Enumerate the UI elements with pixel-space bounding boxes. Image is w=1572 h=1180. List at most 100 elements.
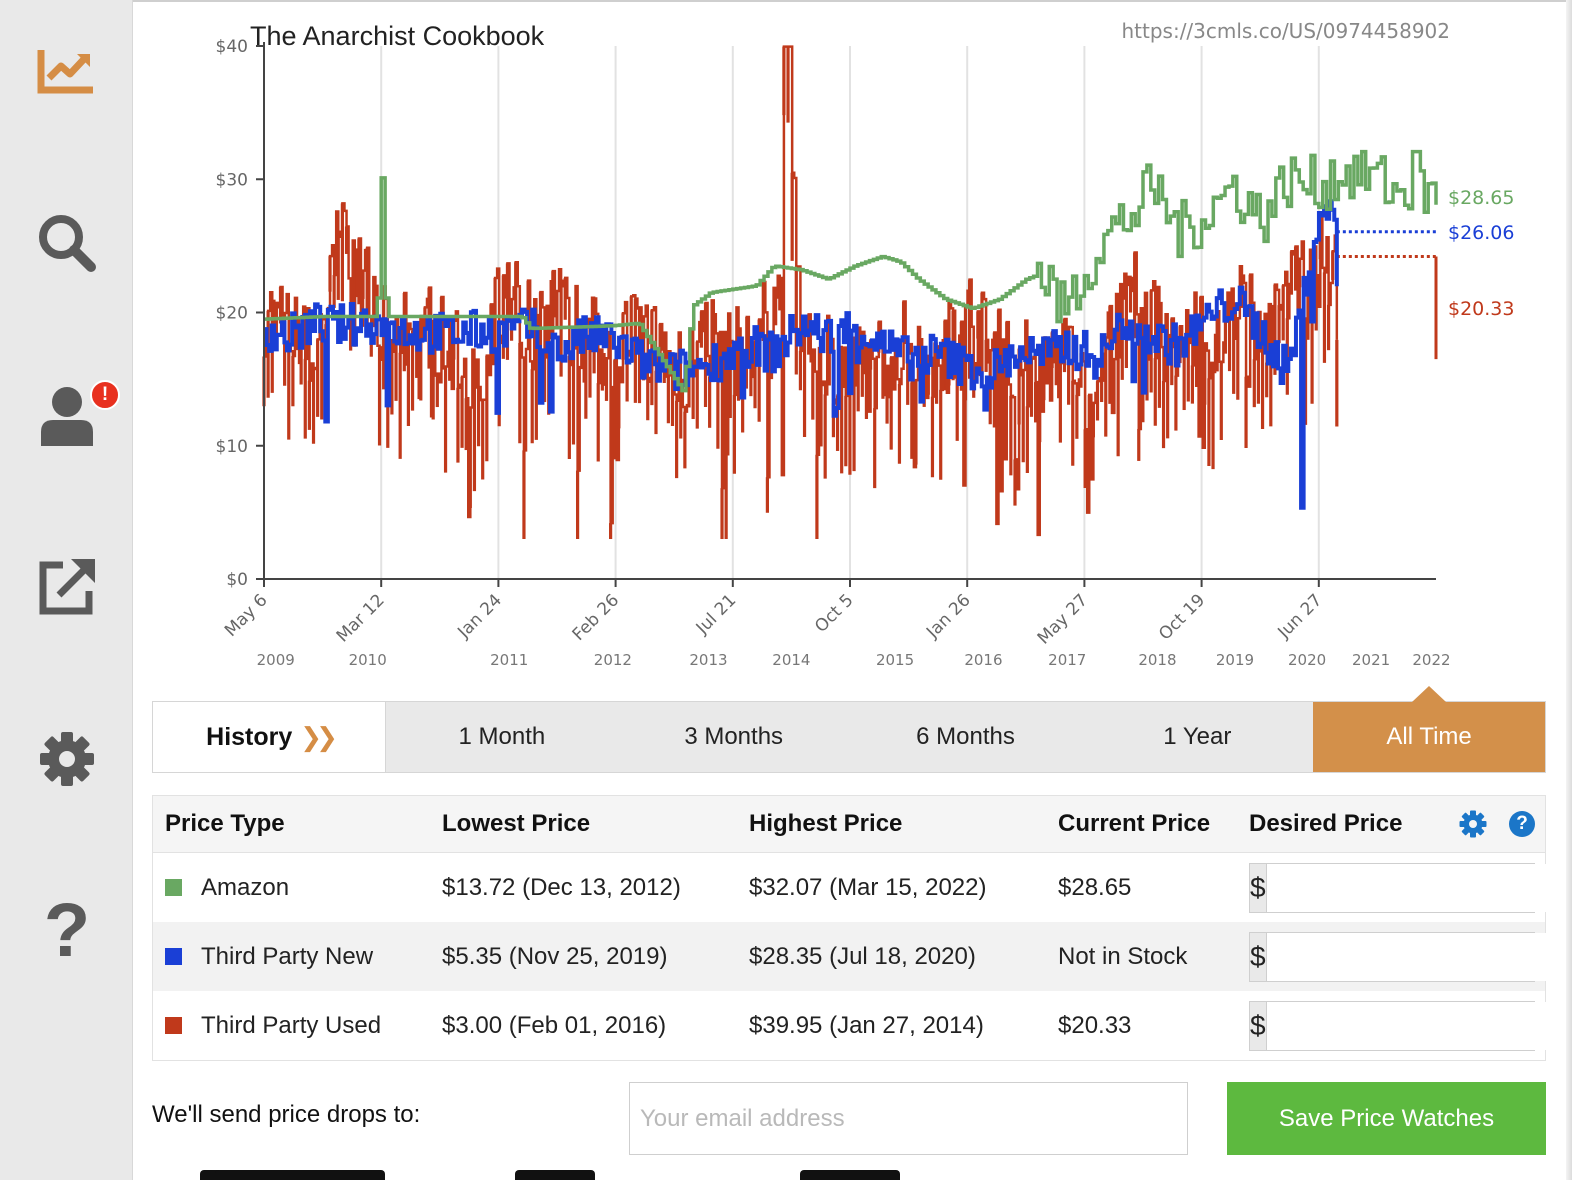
table-row-third-party-new: Third Party New $5.35 (Nov 25, 2019) $28…: [153, 922, 1552, 991]
x-tick-label: Oct 5: [811, 590, 857, 636]
chart-source-url[interactable]: https://3cmls.co/US/0974458902: [1121, 19, 1450, 43]
tab-1-month[interactable]: 1 Month: [458, 723, 546, 750]
tab-1-year[interactable]: 1 Year: [1163, 723, 1232, 750]
current-price-label: $26.06: [1448, 222, 1514, 244]
x-year-label: 2013: [689, 651, 727, 669]
used-price-line: [264, 45, 1339, 537]
row-current: Not in Stock: [1058, 942, 1188, 970]
x-tick-label: Oct 19: [1155, 590, 1209, 644]
current-price-labels: $28.65 $26.06 $20.33: [1448, 187, 1514, 320]
sidebar-item-settings[interactable]: [24, 716, 110, 802]
window-right-edge: [1566, 0, 1572, 1180]
x-tick-label: Jan 24: [453, 590, 506, 643]
x-tick-label: Jun 27: [1274, 590, 1327, 643]
row-desired: $: [1249, 1000, 1552, 1051]
header-highest-price: Highest Price: [749, 810, 903, 837]
range-tabs: History ❯❯ 1 Month 3 Months 6 Months 1 Y…: [152, 686, 1546, 773]
x-year-label: 2022: [1412, 651, 1450, 669]
desired-price-input-third-party-used[interactable]: [1266, 1001, 1552, 1050]
x-tick-label: May 6: [221, 590, 271, 640]
row-current: $20.33: [1058, 1011, 1132, 1039]
chart-line-icon: [37, 50, 93, 94]
save-price-watches-button[interactable]: Save Price Watches: [1227, 1082, 1546, 1155]
sidebar-item-search[interactable]: [24, 200, 110, 286]
x-tick-label: Mar 12: [333, 590, 389, 646]
tab-3-months[interactable]: 3 Months: [684, 723, 784, 750]
legend-swatch-amazon: [165, 879, 182, 896]
desired-price-input-third-party-new[interactable]: [1266, 932, 1552, 981]
x-year-label: 2011: [490, 651, 528, 669]
cut-off-content-below: [140, 1168, 1560, 1180]
gear-icon[interactable]: [1459, 810, 1487, 838]
header-price-type: Price Type: [165, 810, 285, 837]
x-tick-label: May 27: [1034, 590, 1092, 648]
tab-6-months[interactable]: 6 Months: [916, 723, 1015, 750]
history-label: History ❯❯: [153, 702, 386, 772]
x-year-label: 2021: [1352, 651, 1390, 669]
x-year-label: 2016: [964, 651, 1002, 669]
amazon-price-line: [264, 149, 1438, 393]
row-price-type: Amazon: [153, 874, 442, 902]
table-row-third-party-used: Third Party Used $3.00 (Feb 01, 2016) $3…: [153, 991, 1552, 1060]
header-current-price: Current Price: [1058, 810, 1211, 837]
current-price-label: $20.33: [1448, 298, 1514, 320]
gear-icon: [40, 732, 94, 786]
series-third-party-new: [264, 199, 1436, 510]
x-tick-label: Feb 26: [569, 590, 624, 645]
desired-price-input-amazon[interactable]: [1266, 863, 1552, 912]
x-year-label: 2012: [594, 651, 632, 669]
y-tick-label: $10: [216, 437, 248, 457]
header-desired-price: Desired Price: [1249, 810, 1403, 837]
desired-price-input-group: $: [1249, 931, 1552, 982]
sidebar-item-help[interactable]: ?: [24, 888, 110, 974]
desired-price-input-group: $: [1249, 1000, 1552, 1051]
row-lowest: $5.35 (Nov 25, 2019): [442, 942, 668, 970]
email-input[interactable]: [629, 1082, 1188, 1155]
legend-swatch-third-party-used: [165, 1017, 182, 1034]
row-highest: $32.07 (Mar 15, 2022): [749, 873, 987, 901]
header-desired-price-cell: Desired Price: [1249, 810, 1545, 838]
y-tick-label: $20: [216, 304, 248, 324]
table-row-amazon: Amazon $13.72 (Dec 13, 2012) $32.07 (Mar…: [153, 853, 1552, 922]
row-name: Amazon: [201, 873, 290, 901]
row-highest: $39.95 (Jan 27, 2014): [749, 1011, 984, 1039]
x-year-label: 2018: [1138, 651, 1176, 669]
y-tick-label: $40: [216, 37, 248, 57]
current-price-label: $28.65: [1448, 187, 1514, 209]
x-year-label: 2010: [349, 651, 387, 669]
price-table: Price Type Lowest Price Highest Price Cu…: [152, 795, 1552, 1061]
legend-swatch-third-party-new: [165, 948, 182, 965]
x-year-label: 2017: [1048, 651, 1086, 669]
header-lowest-price: Lowest Price: [442, 810, 591, 837]
row-highest: $28.35 (Jul 18, 2020): [749, 942, 976, 970]
double-chevron-right-icon: ❯❯: [300, 721, 337, 752]
x-tick-label: Jul 21: [692, 590, 740, 638]
price-history-chart: May 6 Mar 12 Jan 24 Feb 26 Jul 21 Oct 5 Jan 26…: [216, 19, 1515, 669]
x-year-label: 2015: [876, 651, 914, 669]
history-label-text: History: [206, 722, 293, 751]
x-year-label: 2019: [1216, 651, 1254, 669]
sidebar-item-open-external[interactable]: [24, 544, 110, 630]
currency-symbol: $: [1250, 1001, 1267, 1050]
row-current: $28.65: [1058, 873, 1132, 901]
sidebar: !: [0, 0, 133, 1180]
tab-all-time[interactable]: All Time: [1313, 686, 1545, 772]
new-price-line: [264, 199, 1339, 510]
window-top-border: [0, 0, 1572, 2]
row-desired: $: [1249, 931, 1552, 982]
series-amazon: [264, 149, 1438, 393]
help-circle-icon[interactable]: ?: [1509, 811, 1535, 837]
y-tick-label: $30: [216, 170, 248, 190]
row-price-type: Third Party New: [153, 943, 442, 971]
sidebar-item-price-history[interactable]: [24, 28, 110, 114]
x-year-label: 2014: [772, 651, 810, 669]
row-name: Third Party Used: [201, 1011, 382, 1039]
x-year-label: 2009: [257, 651, 295, 669]
table-header-row: Price Type Lowest Price Highest Price Cu…: [153, 796, 1545, 853]
sidebar-item-account[interactable]: !: [24, 372, 120, 458]
y-tick-label: $0: [226, 570, 248, 590]
currency-symbol: $: [1250, 932, 1267, 981]
desired-price-input-group: $: [1249, 862, 1552, 913]
row-name: Third Party New: [201, 942, 374, 970]
